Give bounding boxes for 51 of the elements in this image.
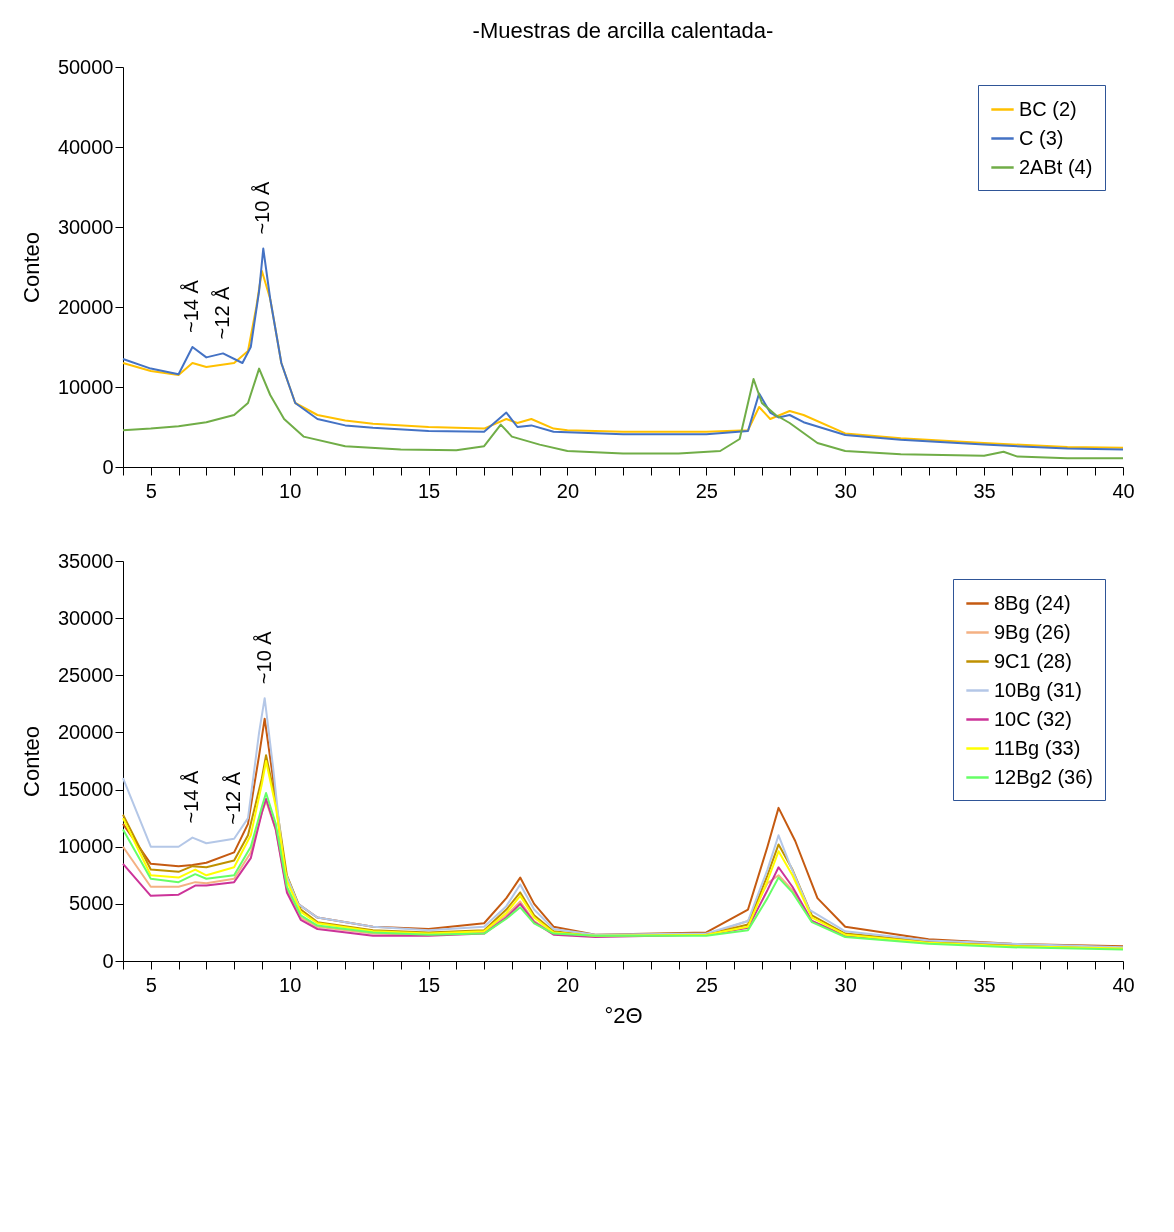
y-tick-label: 10000 bbox=[57, 835, 114, 858]
x-tick-label: 15 bbox=[417, 479, 441, 502]
y-tick-label: 30000 bbox=[57, 606, 114, 629]
legend-label: 10C (32) bbox=[994, 707, 1072, 730]
y-tick-label: 40000 bbox=[57, 135, 114, 158]
y-tick-label: 10000 bbox=[57, 375, 114, 398]
y-tick-label: 0 bbox=[102, 949, 114, 972]
x-tick-label: 5 bbox=[145, 479, 157, 502]
y-tick-label: 20000 bbox=[57, 295, 114, 318]
annotation: ~10 Å bbox=[251, 181, 274, 235]
x-tick-label: 35 bbox=[973, 479, 996, 502]
y-tick-label: 0 bbox=[102, 455, 114, 478]
x-tick-label: 40 bbox=[1112, 479, 1135, 502]
x-tick-label: 10 bbox=[279, 973, 302, 996]
legend-label: 10Bg (31) bbox=[994, 678, 1082, 701]
legend-label: 9Bg (26) bbox=[994, 620, 1071, 643]
y-tick-label: 25000 bbox=[57, 663, 114, 686]
x-tick-label: 30 bbox=[834, 479, 857, 502]
annotation: ~14 Å bbox=[180, 770, 203, 824]
x-tick-label: 15 bbox=[417, 973, 441, 996]
x-tick-label: 20 bbox=[556, 973, 580, 996]
x-tick-label: 20 bbox=[556, 479, 580, 502]
legend-label: 12Bg2 (36) bbox=[994, 765, 1093, 788]
y-tick-label: 20000 bbox=[57, 720, 114, 743]
x-tick-label: 35 bbox=[973, 973, 996, 996]
x-tick-label: 10 bbox=[279, 479, 302, 502]
y-tick-label: 15000 bbox=[57, 778, 114, 801]
annotation: ~14 Å bbox=[180, 279, 203, 333]
y-axis-title: Conteo bbox=[18, 726, 44, 797]
legend-label: 8Bg (24) bbox=[994, 591, 1071, 614]
x-axis-title: °2Θ bbox=[604, 1002, 643, 1028]
y-tick-label: 35000 bbox=[57, 549, 114, 572]
line-series bbox=[122, 367, 1124, 460]
y-axis-title: Conteo bbox=[18, 232, 44, 303]
chart-title: -Muestras de arcilla calentada- bbox=[472, 18, 774, 43]
x-tick-label: 40 bbox=[1112, 973, 1135, 996]
annotation: ~12 Å bbox=[222, 771, 245, 825]
x-tick-label: 25 bbox=[695, 973, 718, 996]
legend-label: BC (2) bbox=[1019, 97, 1077, 120]
y-tick-label: 50000 bbox=[57, 55, 114, 78]
legend-label: 9C1 (28) bbox=[994, 649, 1072, 672]
x-tick-label: 30 bbox=[834, 973, 857, 996]
x-tick-label: 5 bbox=[145, 973, 157, 996]
legend-label: C (3) bbox=[1019, 126, 1064, 149]
legend-label: 11Bg (33) bbox=[994, 736, 1081, 759]
x-tick-label: 25 bbox=[695, 479, 718, 502]
annotation: ~12 Å bbox=[211, 285, 233, 340]
y-tick-label: 30000 bbox=[57, 215, 114, 238]
y-tick-label: 5000 bbox=[69, 892, 114, 915]
legend-label: 2ABt (4) bbox=[1019, 155, 1093, 178]
annotation: ~10 Å bbox=[252, 630, 275, 685]
